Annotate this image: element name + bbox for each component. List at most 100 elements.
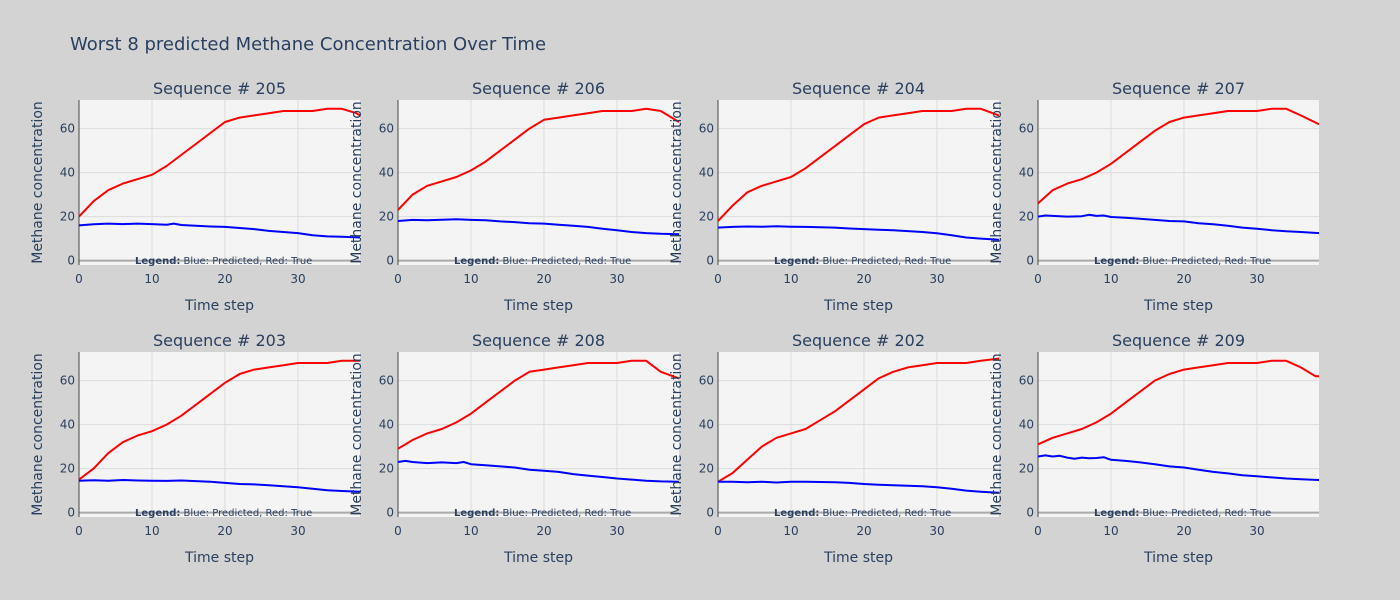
x-tick-label: 30 [929, 524, 944, 538]
y-tick-label: 0 [706, 254, 714, 268]
subplot-4: 0 10 20 30 0 20 40 60 Legend: Blue: Predicted, R… [989, 79, 1319, 314]
subplot-7: 0 10 20 30 0 20 40 60 Legend: Blue: Predicted, R… [669, 331, 999, 566]
subplot-2: 0 10 20 30 0 20 40 60 Legend: Blue: Predicted, R… [349, 79, 679, 314]
x-tick-label: 0 [394, 524, 402, 538]
x-tick-label: 30 [290, 524, 305, 538]
predicted-series-line [398, 459, 679, 483]
y-axis-label: Methane concentration [669, 101, 685, 264]
plot-area [718, 100, 999, 265]
legend-annotation-bold: Legend: [774, 508, 819, 519]
x-tick-label: 20 [217, 524, 232, 538]
plot-area [398, 352, 679, 517]
legend-annotation-text: Blue: Predicted, Red: True [499, 256, 631, 267]
true-series-line [1038, 107, 1319, 205]
predicted-series-line [718, 225, 999, 241]
subplot-title: Sequence # 204 [792, 79, 925, 98]
predicted-series-line [718, 480, 999, 494]
y-tick-label: 40 [699, 166, 714, 180]
y-tick-label: 60 [60, 374, 75, 388]
x-tick-label: 30 [609, 272, 624, 286]
x-tick-label: 20 [1176, 272, 1191, 286]
predicted-series-line [398, 218, 679, 236]
legend-annotation-bold: Legend: [135, 256, 180, 267]
true-series-line [398, 107, 679, 211]
y-tick-label: 40 [60, 166, 75, 180]
legend-annotation-bold: Legend: [1094, 256, 1139, 267]
predicted-series-line [79, 479, 360, 493]
x-axis-label: Time step [184, 550, 254, 566]
x-tick-label: 30 [929, 272, 944, 286]
y-tick-label: 60 [1019, 122, 1034, 136]
x-tick-label: 10 [1103, 272, 1118, 286]
y-tick-label: 20 [699, 462, 714, 476]
subplot-grid: 0 10 20 30 0 20 40 60 Legend: Blue: Predicted, R… [30, 79, 1319, 566]
y-tick-label: 40 [379, 166, 394, 180]
y-tick-label: 60 [699, 374, 714, 388]
y-tick-label: 20 [379, 462, 394, 476]
y-tick-label: 20 [699, 210, 714, 224]
subplot-8: 0 10 20 30 0 20 40 60 Legend: Blue: Predicted, R… [989, 331, 1319, 566]
y-tick-label: 60 [60, 122, 75, 136]
subplot-title: Sequence # 207 [1112, 79, 1245, 98]
legend-annotation-bold: Legend: [774, 256, 819, 267]
legend-annotation-text: Blue: Predicted, Red: True [819, 508, 951, 519]
x-tick-label: 30 [1249, 272, 1264, 286]
legend-annotation: Legend: Blue: Predicted, Red: True [135, 508, 312, 519]
x-tick-label: 20 [217, 272, 232, 286]
x-tick-label: 0 [394, 272, 402, 286]
subplot-5: 0 10 20 30 0 20 40 60 Legend: Blue: Predicted, R… [30, 331, 360, 566]
x-tick-label: 20 [1176, 524, 1191, 538]
legend-annotation-bold: Legend: [454, 256, 499, 267]
figure-title: Worst 8 predicted Methane Concentration … [70, 34, 546, 55]
true-series-line [1038, 359, 1319, 446]
true-series-line [718, 107, 999, 222]
legend-annotation: Legend: Blue: Predicted, Red: True [774, 256, 951, 267]
predicted-series-line [1038, 454, 1319, 481]
y-axis-label: Methane concentration [349, 101, 365, 264]
legend-annotation-text: Blue: Predicted, Red: True [1139, 508, 1271, 519]
legend-annotation-bold: Legend: [454, 508, 499, 519]
legend-annotation-bold: Legend: [135, 508, 180, 519]
y-tick-label: 20 [60, 210, 75, 224]
x-tick-label: 0 [1034, 524, 1042, 538]
subplot-title: Sequence # 206 [472, 79, 605, 98]
y-axis-label: Methane concentration [669, 353, 685, 516]
y-tick-label: 40 [60, 418, 75, 432]
legend-annotation-text: Blue: Predicted, Red: True [180, 256, 312, 267]
y-tick-label: 20 [379, 210, 394, 224]
x-tick-label: 10 [1103, 524, 1118, 538]
legend-annotation: Legend: Blue: Predicted, Red: True [774, 508, 951, 519]
x-axis-label: Time step [503, 550, 573, 566]
y-tick-label: 0 [1026, 254, 1034, 268]
y-tick-label: 0 [67, 254, 75, 268]
true-series-line [398, 359, 679, 450]
plot-area [1038, 352, 1319, 517]
x-axis-label: Time step [184, 298, 254, 314]
legend-annotation: Legend: Blue: Predicted, Red: True [1094, 508, 1271, 519]
legend-annotation: Legend: Blue: Predicted, Red: True [1094, 256, 1271, 267]
legend-annotation-text: Blue: Predicted, Red: True [1139, 256, 1271, 267]
y-tick-label: 0 [67, 506, 75, 520]
x-axis-label: Time step [1143, 298, 1213, 314]
y-tick-label: 0 [1026, 506, 1034, 520]
y-tick-label: 20 [60, 462, 75, 476]
true-series-line [718, 357, 999, 483]
x-tick-label: 20 [856, 272, 871, 286]
x-tick-label: 10 [783, 272, 798, 286]
x-axis-label: Time step [823, 550, 893, 566]
y-tick-label: 20 [1019, 462, 1034, 476]
x-tick-label: 20 [536, 272, 551, 286]
x-axis-label: Time step [1143, 550, 1213, 566]
x-tick-label: 10 [463, 524, 478, 538]
subplot-title: Sequence # 209 [1112, 331, 1245, 350]
y-tick-label: 60 [379, 374, 394, 388]
y-tick-label: 0 [706, 506, 714, 520]
y-axis-label: Methane concentration [30, 353, 46, 516]
y-tick-label: 40 [1019, 418, 1034, 432]
y-tick-label: 40 [1019, 166, 1034, 180]
y-tick-label: 60 [699, 122, 714, 136]
plot-area [718, 352, 999, 517]
subplot-1: 0 10 20 30 0 20 40 60 Legend: Blue: Predicted, R… [30, 79, 360, 314]
subplot-title: Sequence # 202 [792, 331, 925, 350]
